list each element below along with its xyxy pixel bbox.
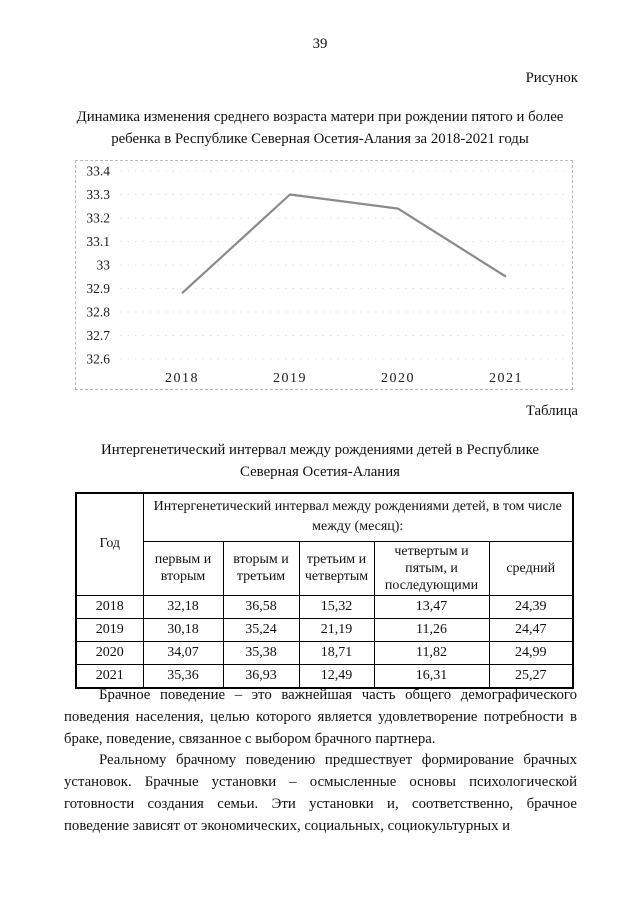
value-cell: 24,39 <box>488 594 574 619</box>
value-cell: 11,82 <box>373 640 490 665</box>
table-row: 2019 30,18 35,24 21,19 11,26 24,47 <box>75 617 574 642</box>
y-axis-tick-label: 32.6 <box>86 352 110 367</box>
value-cell: 15,32 <box>298 594 375 619</box>
sub-column-header: первым и вторым <box>142 540 224 596</box>
value-cell: 24,47 <box>488 617 574 642</box>
sub-column-header: вторым и третьим <box>222 540 300 596</box>
y-axis-tick-label: 32.8 <box>86 305 110 320</box>
page-number: 39 <box>312 36 328 52</box>
group-column-header: Интергенетический интервал между рождени… <box>142 492 574 542</box>
data-table: Год Интергенетический интервал между рож… <box>75 492 575 689</box>
value-cell: 35,38 <box>222 640 300 665</box>
year-cell: 2020 <box>75 640 144 665</box>
x-axis-tick-label: 2020 <box>381 371 415 386</box>
figure-title: Динамика изменения среднего возраста мат… <box>76 109 564 147</box>
x-axis-tick-label: 2019 <box>273 371 307 386</box>
y-axis-tick-label: 33.2 <box>86 211 110 226</box>
value-cell: 13,47 <box>373 594 490 619</box>
paragraph-marriage-behavior: Брачное поведение – это важнейшая часть … <box>64 687 577 747</box>
y-axis-tick-label: 33 <box>97 258 111 273</box>
body-text: Брачное поведение – это важнейшая часть … <box>64 685 577 838</box>
year-column-header: Год <box>75 492 144 596</box>
value-cell: 35,24 <box>222 617 300 642</box>
value-cell: 21,19 <box>298 617 375 642</box>
year-cell: 2021 <box>75 663 144 688</box>
value-cell: 36,58 <box>222 594 300 619</box>
y-axis-tick-label: 33.3 <box>86 187 110 202</box>
value-cell: 18,71 <box>298 640 375 665</box>
sub-column-header: четвертым и пятым, и последующими <box>373 540 490 596</box>
table-title: Интергенетический интервал между рождени… <box>101 442 539 480</box>
paragraph-marriage-attitudes: Реальному брачному поведению предшествуе… <box>64 752 577 834</box>
data-series-line <box>181 193 507 295</box>
value-cell: 36,93 <box>222 663 300 688</box>
y-axis-tick-label: 32.7 <box>86 328 110 343</box>
year-cell: 2018 <box>75 594 144 619</box>
figure-label: Рисунок <box>525 70 578 86</box>
y-axis-tick-label: 33.4 <box>86 164 110 179</box>
table-row: 2020 34,07 35,38 18,71 11,82 24,99 <box>75 640 574 665</box>
year-cell: 2019 <box>75 617 144 642</box>
y-axis-tick-label: 32.9 <box>86 281 110 296</box>
sub-column-header: третьим и четвертым <box>298 540 375 596</box>
chart-canvas: 33.4 33.3 33.2 33.1 33 32.9 32.8 32.7 32.6 2018 20… <box>86 164 565 386</box>
sub-header-row: первым и вторым вторым и третьим третьим и… <box>76 540 574 596</box>
x-axis-tick-label: 2021 <box>489 371 523 386</box>
table-label: Таблица <box>525 403 578 419</box>
table-row: 2018 32,18 36,58 15,32 13,47 24,39 <box>75 594 574 619</box>
x-axis-tick-label: 2018 <box>165 371 199 386</box>
value-cell: 25,27 <box>488 663 574 688</box>
y-axis-tick-label: 33.1 <box>86 234 110 249</box>
value-cell: 11,26 <box>373 617 490 642</box>
table-row: 2021 35,36 36,93 12,49 16,31 25,27 <box>75 663 574 688</box>
value-cell: 24,99 <box>488 640 574 665</box>
line-chart: 33.4 33.3 33.2 33.1 33 32.9 32.8 32.7 32.6 2018 20… <box>75 160 573 390</box>
value-cell: 34,07 <box>142 640 224 665</box>
value-cell: 32,18 <box>142 594 224 619</box>
value-cell: 30,18 <box>142 617 224 642</box>
value-cell: 12,49 <box>298 663 375 688</box>
value-cell: 16,31 <box>373 663 490 688</box>
value-cell: 35,36 <box>142 663 224 688</box>
sub-column-header: средний <box>488 540 574 596</box>
